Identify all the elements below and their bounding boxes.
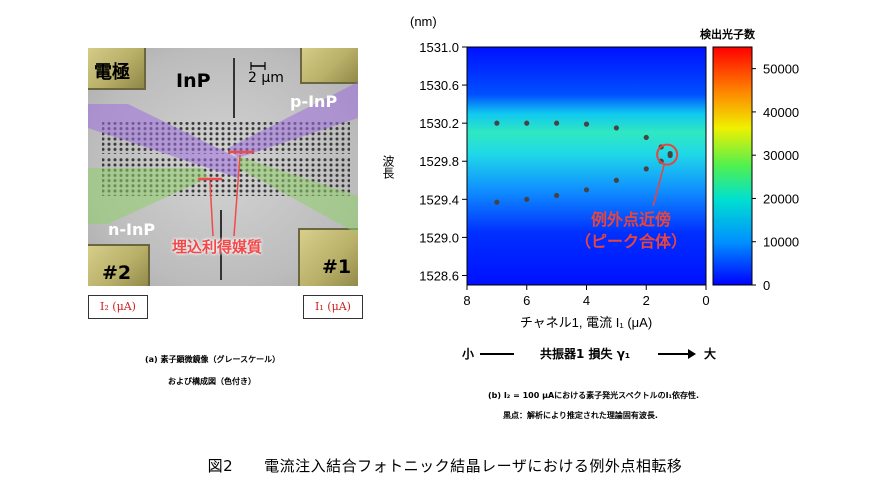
spectrum-chart: 1531.0 1530.6 1530.2 1529.8 1529.4 1529.0 1528… [381, 14, 799, 330]
caption-b-line2: 黒点：解析により推定された理論固有波長. [503, 411, 658, 420]
colorbar-tick-label: 40000 [763, 105, 799, 120]
annotation-line1: 例外点近傍 [591, 210, 671, 229]
eigen-wavelength-point [554, 192, 560, 199]
p-inp-region-left [88, 104, 238, 178]
buried-gain-label: 埋込利得媒質 [172, 238, 263, 256]
eigen-wavelength-point [494, 120, 500, 126]
figure-caption: 図2 電流注入結合フォトニック結晶レーザにおける例外点相転移 [207, 457, 683, 475]
colorbar-tick-label: 0 [763, 278, 770, 293]
colorbar-tick-label: 10000 [763, 235, 799, 250]
loss-arrow-head [688, 349, 696, 359]
eigen-wavelength-point [494, 199, 500, 205]
eigen-wavelength-point [524, 120, 530, 126]
eigen-wavelength-point [667, 152, 673, 159]
y-unit-label: (nm) [410, 14, 437, 29]
device-micrograph: 電極 InP 2 μm p-InP n-InP 埋込利得媒質 #2 #1 [88, 48, 358, 286]
y-tick-label: 1530.2 [419, 116, 459, 131]
x-tick-label: 2 [643, 293, 650, 308]
heatmap-hotspot-left [467, 104, 548, 148]
caption-a-line2: および構成図（色付き） [168, 377, 256, 386]
heatmap-hotspot-right [616, 131, 706, 171]
colorbar-tick-label: 50000 [763, 62, 799, 77]
y-tick-label: 1529.4 [419, 192, 459, 207]
electrode-pad-2 [88, 244, 150, 286]
eigen-wavelength-point [643, 166, 649, 172]
annotation-line2: （ピーク合体） [575, 232, 687, 251]
pad-1-label: #1 [322, 256, 352, 278]
eigen-wavelength-point [583, 121, 590, 127]
colorbar-title: 検出光子数 [700, 27, 756, 41]
gain-pointer-left [209, 181, 214, 237]
colorbar [712, 46, 753, 286]
y-tick-label: 1529.8 [419, 154, 459, 169]
loss-large-label: 大 [704, 347, 717, 361]
p-inp-region-right [228, 82, 358, 158]
caption-a-line1: (a) 素子顕微鏡像（グレースケール） [145, 355, 281, 364]
scalebar-label: 2 μm [248, 70, 284, 86]
eigen-wavelength-point [583, 187, 590, 193]
colorbar-tick-label: 30000 [763, 148, 799, 163]
eigen-wavelength-point [613, 125, 619, 131]
loss-left-line [480, 353, 514, 355]
electrode-pad-top-left [88, 48, 146, 90]
x-axis-label: チャネル1, 電流 I₁ (μA) [520, 315, 652, 330]
inp-label: InP [176, 70, 211, 92]
isolation-trench-top [233, 58, 235, 118]
current-i1-box: I₁ (μA) [303, 295, 363, 319]
pad-2-label: #2 [102, 262, 132, 284]
y-axis-label: 波長 [381, 155, 395, 179]
y-tick-label: 1529.0 [419, 230, 459, 245]
n-inp-region-left [88, 168, 208, 224]
isolation-trench-bottom [220, 210, 222, 280]
y-tick-label: 1531.0 [419, 40, 459, 55]
x-tick-label: 4 [583, 293, 590, 308]
eigen-wavelength-point [554, 120, 560, 126]
p-inp-label: p-InP [290, 92, 338, 111]
loss-arrow-line [658, 353, 692, 355]
electrode-pad-top-right [300, 48, 358, 84]
caption-b-line1: (b) I₂ = 100 μAにおける素子発光スペクトルのI₁依存性. [488, 391, 700, 400]
x-tick-label: 0 [702, 293, 709, 308]
x-tick-label: 8 [463, 293, 470, 308]
n-inp-region-right [238, 156, 358, 234]
y-tick-label: 1530.6 [419, 78, 459, 93]
y-tick-label: 1528.6 [419, 268, 459, 283]
eigen-wavelength-point [643, 134, 649, 141]
exceptional-point-circle [656, 143, 679, 166]
n-inp-label: n-InP [108, 220, 156, 239]
gain-pointer-right [233, 154, 241, 237]
loss-small-label: 小 [462, 347, 475, 361]
x-tick-label: 6 [523, 293, 530, 308]
loss-axis-label: 共振器1 損失 γ₁ [540, 347, 631, 361]
eigen-wavelength-point [613, 177, 619, 183]
colorbar-tick-label: 20000 [763, 191, 799, 206]
exceptional-point-pointer [652, 164, 665, 207]
electrode-pad-1 [298, 228, 358, 286]
current-i2-box: I₂ (μA) [88, 295, 148, 319]
device-overlay [88, 62, 358, 237]
eigen-wavelength-point [524, 196, 530, 202]
electrode-label: 電極 [94, 62, 130, 83]
